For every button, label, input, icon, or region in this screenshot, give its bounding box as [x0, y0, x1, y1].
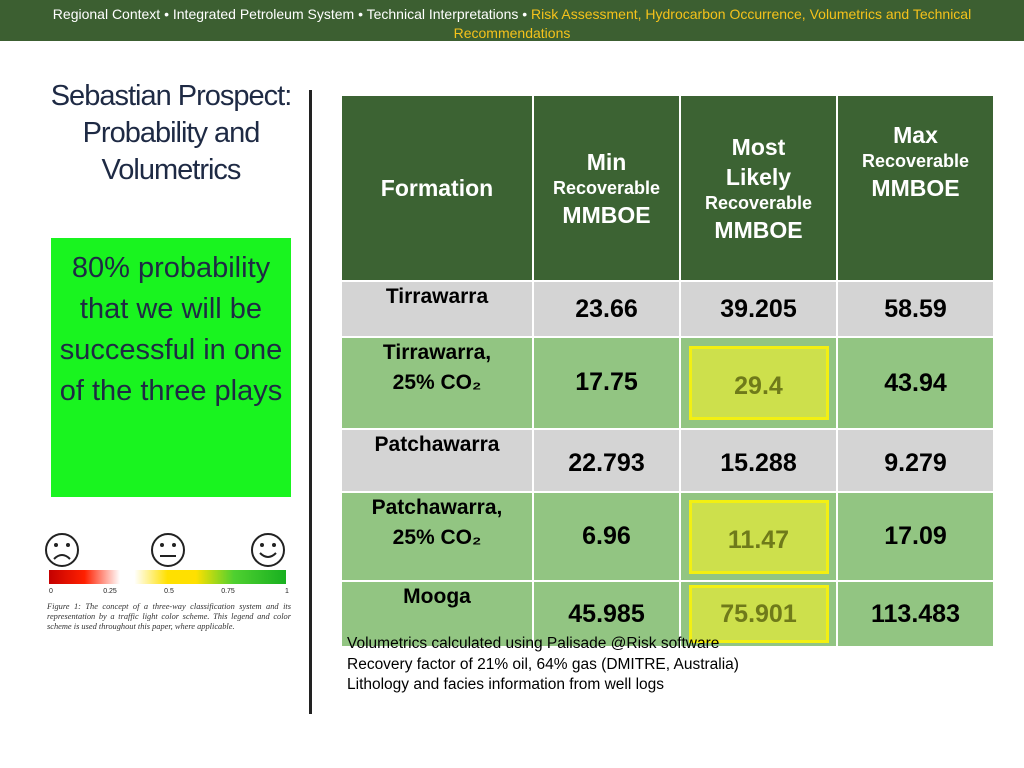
highlighted-value: 11.47: [688, 499, 829, 574]
divider: [309, 90, 312, 714]
figure-caption: Figure 1: The concept of a three-way cla…: [47, 602, 291, 631]
header-bar: Regional Context • Integrated Petroleum …: [0, 0, 1024, 41]
highlighted-value: 75.901: [688, 585, 829, 643]
most-likely-cell: 39.205: [679, 280, 838, 338]
header-formation: Formation: [340, 94, 534, 282]
table-row: Patchawarra 22.793 15.288 9.279: [340, 428, 995, 493]
min-cell: 6.96: [532, 491, 681, 582]
color-scale-ticks: 0 0.25 0.5 0.75 1: [49, 588, 289, 600]
header-sections: Regional Context • Integrated Petroleum …: [52, 6, 532, 22]
table-row: Patchawarra, 25% CO₂ 6.96 11.47 17.09: [340, 491, 995, 582]
formation-cell: Tirrawarra, 25% CO₂: [340, 336, 534, 430]
neutral-face-icon: [151, 533, 185, 567]
table-row: Tirrawarra 23.66 39.205 58.59: [340, 280, 995, 338]
sad-face-icon: [45, 533, 79, 567]
header-max: Max Recoverable MMBOE: [836, 94, 995, 282]
tick-label: 0: [49, 588, 53, 595]
note-line: Volumetrics calculated using Palisade @R…: [347, 635, 720, 652]
volumetrics-table: Formation Min Recoverable MMBOE Most Lik…: [340, 94, 995, 648]
max-cell: 113.483: [836, 580, 995, 648]
probability-box: 80% probability that we will be successf…: [51, 238, 291, 497]
max-cell: 43.94: [836, 336, 995, 430]
most-likely-cell: 11.47: [679, 491, 838, 582]
highlighted-value: 29.4: [688, 346, 829, 420]
max-cell: 58.59: [836, 280, 995, 338]
table-row: Mooga 45.985 75.901 113.483: [340, 580, 995, 648]
note-line: Recovery factor of 21% oil, 64% gas (DMI…: [347, 655, 739, 673]
max-cell: 17.09: [836, 491, 995, 582]
happy-face-icon: [251, 533, 285, 567]
most-likely-cell: 15.288: [679, 428, 838, 493]
min-cell: 17.75: [532, 336, 681, 430]
tick-label: 1: [285, 588, 289, 595]
table-row: Tirrawarra, 25% CO₂ 17.75 29.4 43.94: [340, 336, 995, 430]
note-line: Lithology and facies information from we…: [347, 676, 665, 693]
traffic-light-faces: [40, 530, 300, 570]
header-min: Min Recoverable MMBOE: [532, 94, 681, 282]
traffic-light-color-scale: [49, 570, 286, 584]
header-most-likely: Most Likely Recoverable MMBOE: [679, 94, 838, 282]
slide-title: Sebastian Prospect: Probability and Volu…: [50, 80, 293, 186]
tick-label: 0.25: [103, 588, 117, 595]
tick-label: 0.75: [221, 588, 235, 595]
max-cell: 9.279: [836, 428, 995, 493]
min-cell: 45.985: [532, 580, 681, 648]
min-cell: 22.793: [532, 428, 681, 493]
min-cell: 23.66: [532, 280, 681, 338]
formation-cell: Mooga: [340, 580, 534, 648]
formation-cell: Patchawarra, 25% CO₂: [340, 491, 534, 582]
most-likely-cell: 75.901: [679, 580, 838, 648]
formation-cell: Tirrawarra: [340, 280, 534, 338]
header-current-section: Risk Assessment, Hydrocarbon Occurrence,…: [453, 6, 972, 41]
formation-cell: Patchawarra: [340, 428, 534, 493]
tick-label: 0.5: [164, 588, 174, 595]
table-header-row: Formation Min Recoverable MMBOE Most Lik…: [340, 94, 995, 282]
most-likely-cell: 29.4: [679, 336, 838, 430]
notes: Volumetrics calculated using Palisade @R…: [347, 634, 739, 696]
